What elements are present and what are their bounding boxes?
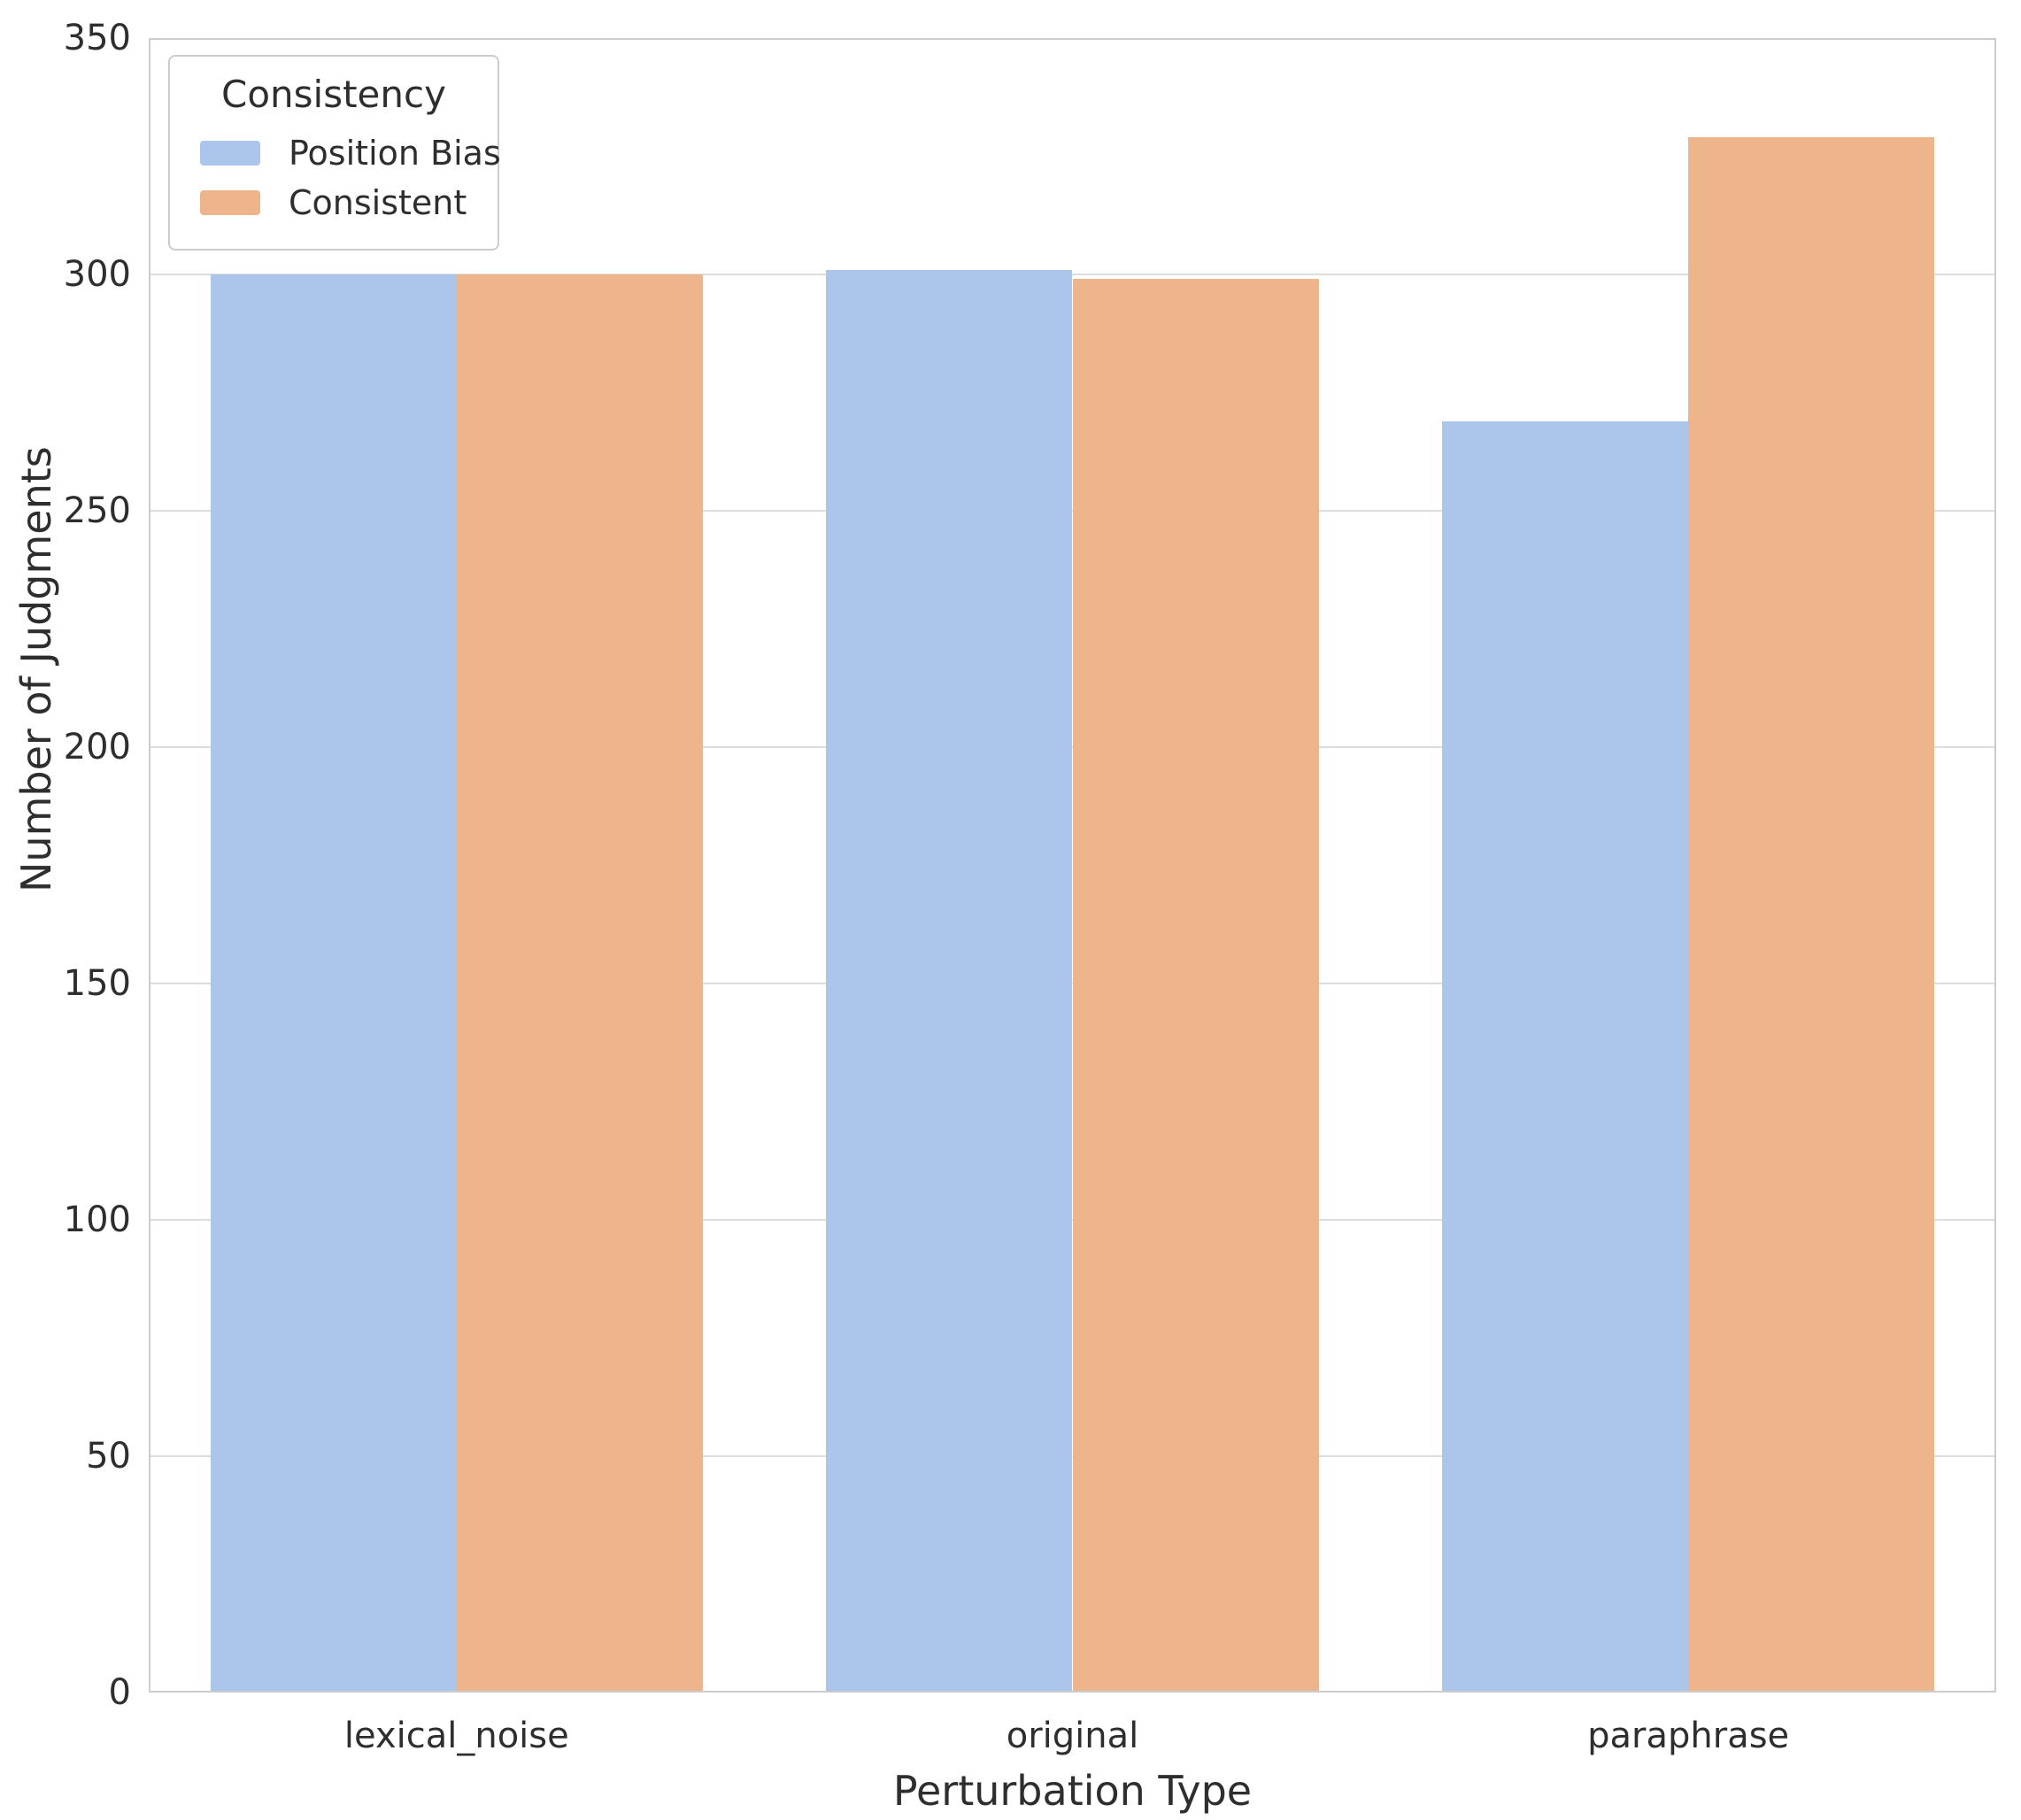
legend-label: Position Bias [289, 134, 501, 173]
legend-swatch-icon [200, 190, 260, 215]
legend-item-consistent: Consistent [170, 178, 498, 228]
y-axis-title: Number of Judgments [12, 446, 60, 892]
bar-paraphrase-position-bias [1441, 420, 1689, 1693]
bar-lexical_noise-position-bias [210, 274, 457, 1693]
x-tick-label-lexical_noise: lexical_noise [343, 1716, 569, 1756]
plot-area: Consistency Position Bias Consistent [149, 38, 1996, 1693]
bar-original-consistent [1072, 279, 1319, 1693]
legend-item-position-bias: Position Bias [170, 128, 501, 178]
y-tick-label-250: 250 [63, 490, 131, 531]
y-tick-label-0: 0 [108, 1672, 131, 1713]
y-tick-label-300: 300 [63, 254, 131, 295]
bar-original-position-bias [826, 269, 1073, 1693]
legend-label: Consistent [289, 183, 467, 222]
y-tick-label-350: 350 [63, 18, 131, 58]
x-axis-title: Perturbation Type [892, 1767, 1253, 1815]
legend-title: Consistency [221, 73, 446, 116]
y-tick-label-100: 100 [63, 1199, 131, 1240]
y-tick-label-50: 50 [86, 1436, 131, 1477]
x-tick-label-original: original [1006, 1716, 1139, 1756]
bar-paraphrase-consistent [1688, 137, 1935, 1693]
y-tick-label-200: 200 [63, 727, 131, 767]
legend: Consistency Position Bias Consistent [168, 55, 501, 251]
legend-swatch-icon [200, 141, 260, 166]
gridline-300 [149, 274, 1996, 275]
bar-lexical_noise-consistent [456, 274, 704, 1693]
x-tick-label-paraphrase: paraphrase [1587, 1716, 1790, 1756]
y-tick-label-150: 150 [63, 963, 131, 1004]
legend-items: Position Bias Consistent [170, 128, 501, 228]
